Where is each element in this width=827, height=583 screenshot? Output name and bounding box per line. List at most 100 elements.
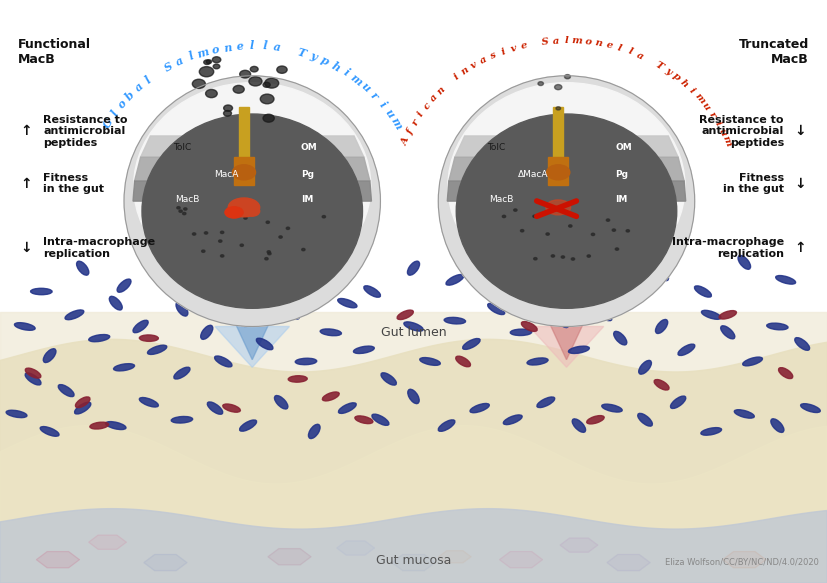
Ellipse shape [228, 198, 260, 217]
Ellipse shape [556, 314, 569, 328]
Ellipse shape [444, 317, 466, 324]
Ellipse shape [308, 424, 320, 438]
Bar [0, 574, 827, 580]
Circle shape [514, 209, 517, 211]
Ellipse shape [504, 415, 522, 424]
Bar [0, 573, 827, 578]
Circle shape [606, 219, 609, 222]
Ellipse shape [701, 310, 721, 319]
Bar [0, 576, 827, 582]
Bar [0, 574, 827, 580]
Polygon shape [607, 554, 650, 571]
Ellipse shape [457, 114, 676, 308]
FancyBboxPatch shape [553, 107, 563, 157]
Ellipse shape [113, 364, 135, 371]
Ellipse shape [201, 325, 213, 339]
Bar [0, 573, 827, 578]
Ellipse shape [355, 416, 373, 424]
Circle shape [263, 82, 270, 87]
Circle shape [202, 250, 205, 252]
Bar [0, 577, 827, 582]
Text: Pg: Pg [301, 170, 314, 180]
Bar [0, 575, 827, 581]
Circle shape [233, 85, 244, 93]
Ellipse shape [232, 165, 256, 180]
Polygon shape [447, 181, 686, 201]
Bar [0, 572, 827, 578]
Ellipse shape [372, 414, 389, 426]
Text: l: l [616, 44, 623, 53]
Text: y: y [662, 66, 672, 76]
Ellipse shape [77, 261, 88, 275]
Bar [0, 574, 827, 580]
Bar [0, 576, 827, 582]
Ellipse shape [656, 319, 667, 333]
Text: OM: OM [301, 143, 318, 152]
Ellipse shape [133, 320, 148, 333]
Text: a: a [428, 93, 439, 104]
Text: e: e [236, 40, 244, 52]
Bar [0, 576, 827, 582]
Bar [0, 575, 827, 581]
Text: ΔMacA: ΔMacA [518, 170, 548, 180]
Bar [0, 577, 827, 582]
Ellipse shape [462, 339, 480, 349]
Polygon shape [135, 157, 370, 181]
Text: a: a [635, 50, 644, 61]
Bar [0, 577, 827, 583]
Ellipse shape [547, 165, 570, 180]
Circle shape [266, 221, 270, 223]
Ellipse shape [595, 309, 612, 321]
Bar [0, 576, 827, 582]
Bar [0, 573, 827, 578]
Bar [0, 573, 827, 579]
Bar [0, 577, 827, 582]
Bar [0, 573, 827, 578]
Circle shape [249, 77, 262, 86]
Ellipse shape [614, 279, 627, 293]
Ellipse shape [75, 397, 90, 408]
Bar [0, 574, 827, 580]
Text: n: n [435, 85, 447, 96]
Bar [0, 573, 827, 579]
Polygon shape [88, 535, 127, 549]
Ellipse shape [767, 323, 788, 330]
Bar [0, 575, 827, 581]
Polygon shape [268, 549, 311, 565]
Circle shape [286, 227, 289, 230]
Ellipse shape [700, 427, 722, 436]
Bar [0, 575, 827, 581]
Bar [0, 577, 827, 582]
Bar [0, 573, 827, 579]
Bar [0, 573, 827, 579]
Text: Truncated
MacB: Truncated MacB [739, 38, 809, 66]
Ellipse shape [171, 416, 193, 423]
Text: n: n [595, 38, 603, 48]
Text: Gut lumen: Gut lumen [380, 326, 447, 339]
Ellipse shape [776, 276, 796, 284]
Circle shape [179, 210, 182, 212]
Circle shape [538, 82, 543, 86]
Circle shape [261, 94, 274, 104]
Ellipse shape [353, 346, 375, 353]
Ellipse shape [139, 398, 159, 407]
Text: i: i [416, 110, 426, 118]
Ellipse shape [720, 326, 735, 339]
Ellipse shape [295, 358, 317, 365]
Bar [0, 576, 827, 582]
Circle shape [562, 256, 565, 258]
Bar [0, 572, 827, 578]
Text: n: n [460, 65, 471, 77]
Ellipse shape [678, 344, 695, 356]
Bar [0, 573, 827, 578]
Ellipse shape [320, 329, 342, 336]
Text: u: u [700, 100, 712, 112]
Bar [0, 577, 827, 583]
Circle shape [244, 217, 247, 219]
Ellipse shape [208, 402, 222, 415]
Circle shape [556, 107, 561, 110]
Ellipse shape [6, 410, 27, 417]
Bar [0, 572, 827, 578]
Text: a: a [552, 36, 559, 45]
Circle shape [223, 105, 232, 111]
